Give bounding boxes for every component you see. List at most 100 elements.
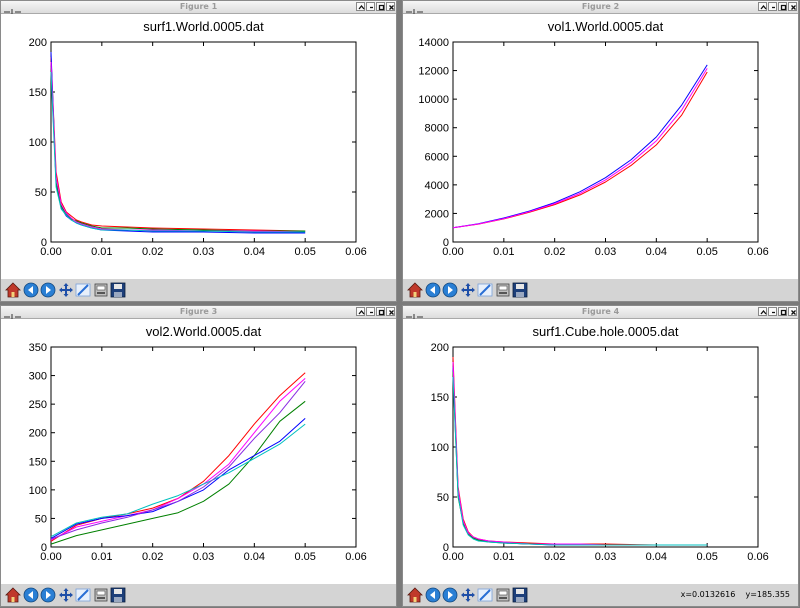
figure-canvas[interactable]: surf1.Cube.hole.0005.dat 0.00 0.01 0.02 0.03… [403, 319, 798, 584]
home-icon[interactable] [407, 587, 423, 603]
maximize-icon[interactable] [376, 307, 385, 316]
home-icon[interactable] [5, 587, 21, 603]
window-controls [758, 307, 797, 316]
zoom-icon[interactable] [477, 587, 493, 603]
back-icon[interactable] [425, 587, 441, 603]
close-icon[interactable] [788, 307, 797, 316]
back-icon[interactable] [425, 282, 441, 298]
back-icon[interactable] [23, 587, 39, 603]
series-line [452, 376, 708, 546]
minimize-icon[interactable] [366, 307, 375, 316]
window-titlebar[interactable]: Figure 3 [1, 306, 396, 320]
chart-title: vol2.World.0005.dat [146, 324, 262, 339]
x-tick-label: 0.02 [142, 246, 163, 258]
figure-window[interactable]: Figure 3 vol2.World.0005.dat 0.00 0.01 0.02 0… [0, 305, 397, 607]
line-chart: surf1.World.0005.dat 0.00 0.01 0.02 0.03 0.04… [29, 19, 367, 258]
series-line [50, 423, 306, 538]
shade-up-icon[interactable] [758, 2, 767, 11]
zoom-icon[interactable] [477, 282, 493, 298]
pan-icon[interactable] [460, 282, 476, 298]
series-line [50, 51, 306, 234]
pan-icon[interactable] [58, 282, 74, 298]
x-tick-label: 0.02 [142, 551, 163, 563]
save-icon[interactable] [512, 587, 528, 603]
configure-subplots-icon[interactable] [93, 282, 109, 298]
x-tick-label: 0.00 [442, 551, 463, 563]
line-chart: surf1.Cube.hole.0005.dat 0.00 0.01 0.02 0.03… [431, 324, 769, 563]
save-icon[interactable] [110, 587, 126, 603]
plot-frame [452, 41, 759, 243]
shade-up-icon[interactable] [758, 307, 767, 316]
series-line [50, 378, 306, 541]
configure-subplots-icon[interactable] [93, 587, 109, 603]
x-tick-label: 0.02 [544, 551, 565, 563]
window-titlebar[interactable]: Figure 2 [403, 1, 798, 15]
pan-icon[interactable] [460, 587, 476, 603]
window-controls [758, 2, 797, 11]
x-tick-label: 0.00 [442, 246, 463, 258]
close-icon[interactable] [386, 2, 395, 11]
window-title: Figure 4 [581, 307, 620, 316]
series-line [452, 68, 708, 229]
x-tick-label: 0.01 [91, 246, 112, 258]
window-title: Figure 3 [179, 307, 218, 316]
x-tick-label: 0.06 [345, 551, 366, 563]
window-title: Figure 2 [581, 2, 620, 11]
x-tick-label: 0.03 [193, 551, 214, 563]
y-tick-label: 350 [29, 342, 47, 354]
zoom-icon[interactable] [75, 282, 91, 298]
forward-icon[interactable] [442, 282, 458, 298]
maximize-icon[interactable] [778, 2, 787, 11]
home-icon[interactable] [407, 282, 423, 298]
y-tick-label: 0 [443, 237, 449, 249]
navigation-toolbar [1, 584, 396, 606]
shade-up-icon[interactable] [356, 2, 365, 11]
save-icon[interactable] [110, 282, 126, 298]
minimize-icon[interactable] [768, 307, 777, 316]
figure-canvas[interactable]: vol1.World.0005.dat 0.00 0.01 0.02 0.03 0.04 0… [403, 14, 798, 279]
y-tick-label: 6000 [425, 151, 449, 163]
x-tick-label: 0.01 [91, 551, 112, 563]
configure-subplots-icon[interactable] [495, 587, 511, 603]
figure-canvas[interactable]: vol2.World.0005.dat 0.00 0.01 0.02 0.03 0.04 0… [1, 319, 396, 584]
minimize-icon[interactable] [768, 2, 777, 11]
figure-window[interactable]: Figure 2 vol1.World.0005.dat 0.00 0.01 0.02 0… [402, 0, 799, 302]
shade-up-icon[interactable] [356, 307, 365, 316]
window-titlebar[interactable]: Figure 4 [403, 306, 798, 320]
y-tick-label: 200 [29, 37, 47, 49]
maximize-icon[interactable] [778, 307, 787, 316]
figure-window[interactable]: Figure 1 surf1.World.0005.dat 0.00 0.01 0.02… [0, 0, 397, 302]
home-icon[interactable] [5, 282, 21, 298]
x-tick-label: 0.05 [294, 551, 315, 563]
series-line [452, 71, 708, 229]
figure-window[interactable]: Figure 4 surf1.Cube.hole.0005.dat 0.00 0.01… [402, 305, 799, 607]
close-icon[interactable] [386, 307, 395, 316]
window-controls [356, 307, 395, 316]
window-titlebar[interactable]: Figure 1 [1, 1, 396, 15]
plot-frame [50, 41, 357, 243]
series-line [50, 66, 306, 232]
forward-icon[interactable] [40, 587, 56, 603]
forward-icon[interactable] [40, 282, 56, 298]
forward-icon[interactable] [442, 587, 458, 603]
chart-title: vol1.World.0005.dat [548, 19, 664, 34]
x-tick-label: 0.04 [646, 246, 667, 258]
minimize-icon[interactable] [366, 2, 375, 11]
y-tick-label: 50 [437, 492, 449, 504]
x-tick-label: 0.03 [193, 246, 214, 258]
navigation-toolbar: x=0.0132616 y=185.355 [403, 584, 798, 606]
x-tick-label: 0.03 [595, 246, 616, 258]
series-line [452, 64, 708, 229]
y-tick-label: 200 [431, 342, 449, 354]
close-icon[interactable] [788, 2, 797, 11]
maximize-icon[interactable] [376, 2, 385, 11]
series-line [50, 400, 306, 545]
pan-icon[interactable] [58, 587, 74, 603]
back-icon[interactable] [23, 282, 39, 298]
configure-subplots-icon[interactable] [495, 282, 511, 298]
save-icon[interactable] [512, 282, 528, 298]
window-title: Figure 1 [179, 2, 218, 11]
y-tick-label: 0 [41, 237, 47, 249]
zoom-icon[interactable] [75, 587, 91, 603]
figure-canvas[interactable]: surf1.World.0005.dat 0.00 0.01 0.02 0.03 0.04… [1, 14, 396, 279]
